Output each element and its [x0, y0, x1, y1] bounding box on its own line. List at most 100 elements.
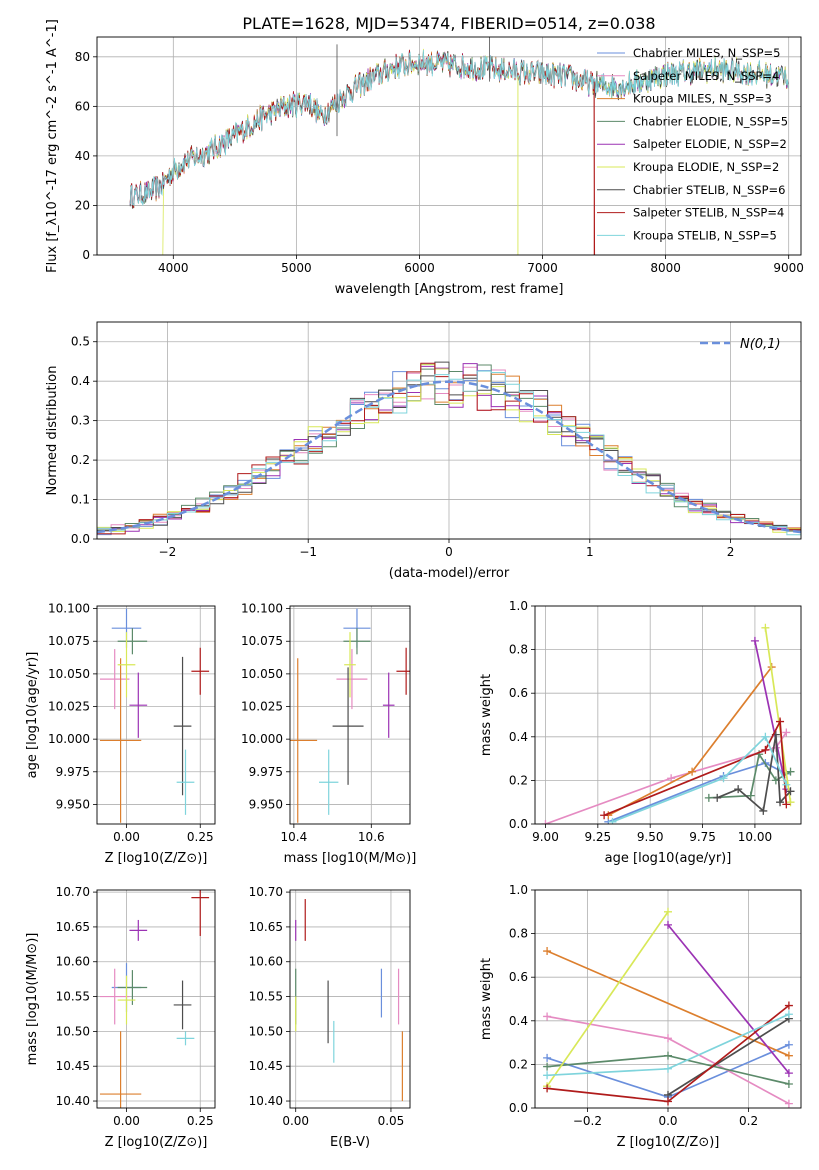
weight-marker-kroupa_stelib: [719, 774, 728, 783]
y-tick-label: 60: [75, 99, 90, 113]
panel-residual-histogram: −2 −1 0 1 2 0.0 0.1 0.2 0.3 0.4 0.5 (data-model)/er…: [45, 321, 802, 581]
legend-label: N(0,1): [740, 337, 781, 352]
panel-mass-vs-ebv: 0.00 0.05 10.40 10.45 10.50 10.55 10.60 10.65 10…: [249, 885, 411, 1150]
x-tick-label: 9.75: [689, 830, 716, 844]
weight-marker-kroupa_miles: [688, 767, 697, 776]
x-tick-label: 0.0: [658, 1114, 677, 1128]
legend-label: Chabrier STELIB, N_SSP=6: [633, 183, 785, 197]
x-tick-label: 0.00: [113, 1114, 140, 1128]
weight-marker-chabrier_stelib: [713, 793, 722, 802]
weight-marker-salpeter_miles: [543, 1012, 552, 1021]
weight-marker-kroupa_elodie: [786, 798, 795, 807]
x-axis-label: mass [log10(M/M⊙)]: [284, 851, 417, 866]
plot-area: [541, 623, 795, 824]
plot-area: [99, 608, 210, 823]
x-tick-label: 10.6: [358, 830, 385, 844]
y-tick-label: 9.975: [249, 765, 283, 779]
y-axis-label: age [log10(age/yr)]: [25, 652, 40, 779]
weight-marker-kroupa_stelib: [782, 780, 791, 789]
y-tick-label: 0.0: [509, 817, 528, 831]
y-tick-label: 0.5: [71, 335, 90, 349]
weight-marker-chabrier_elodie: [784, 1080, 793, 1089]
x-tick-label: 0: [445, 545, 453, 559]
weight-line-salpeter_miles: [545, 731, 788, 824]
weight-marker-kroupa_stelib: [664, 1064, 672, 1073]
y-tick-label: 10.55: [56, 990, 90, 1004]
y-tick-label: 0.2: [71, 453, 90, 467]
x-tick-label: 9.25: [584, 830, 611, 844]
y-tick-label: 10.075: [241, 634, 283, 648]
weight-line-kroupa_elodie: [546, 911, 669, 1087]
x-tick-label: −1: [299, 545, 317, 559]
weight-marker-salpeter_elodie: [664, 920, 672, 929]
axes-frame: [534, 605, 802, 825]
y-tick-label: 10.000: [48, 732, 90, 746]
axes-frame: [96, 321, 802, 540]
y-tick-label: 10.45: [249, 1059, 283, 1073]
axes-frame: [96, 889, 216, 1109]
weight-marker-salpeter_elodie: [750, 636, 759, 645]
weight-marker-chabrier_stelib: [734, 785, 743, 794]
y-tick-label: 0.8: [509, 643, 528, 657]
legend-label: Chabrier MILES, N_SSP=5: [633, 46, 780, 60]
weight-marker-salpeter_stelib: [776, 717, 785, 726]
legend-label: Chabrier ELODIE, N_SSP=5: [633, 114, 788, 128]
x-tick-label: 9000: [773, 261, 804, 275]
figure-title: PLATE=1628, MJD=53474, FIBERID=0514, z=0…: [242, 14, 655, 33]
x-tick-label: 0.00: [282, 1114, 309, 1128]
x-axis-label: Z [log10(Z/Z⊙)]: [617, 1135, 720, 1150]
x-axis-label: wavelength [Angstrom, rest frame]: [335, 282, 564, 297]
weight-marker-salpeter_stelib: [784, 1001, 793, 1010]
weight-marker-kroupa_elodie: [761, 623, 770, 632]
x-axis-label: Z [log10(Z/Z⊙)]: [105, 1135, 208, 1150]
y-tick-label: 0.2: [509, 1057, 528, 1071]
y-axis-label: mass [log10(M/M⊙)]: [25, 933, 40, 1066]
weight-marker-salpeter_stelib: [600, 811, 609, 820]
x-tick-label: 10.4: [281, 830, 308, 844]
y-tick-label: 10.050: [241, 667, 283, 681]
y-tick-label: 10.50: [56, 1024, 90, 1038]
panel-mass-weight-vs-age: 9.00 9.25 9.50 9.75 10.00 0.0 0.2 0.4 0.6 0.8 1.0 a…: [479, 599, 802, 866]
plot-area: [97, 361, 801, 536]
weight-line-chabrier_miles: [607, 762, 787, 823]
x-tick-label: 0.05: [378, 1114, 405, 1128]
weight-line-kroupa_elodie: [764, 627, 792, 803]
x-tick-label: 2: [727, 545, 735, 559]
x-tick-label: 8000: [650, 261, 681, 275]
x-tick-label: 1: [586, 545, 594, 559]
weight-marker-chabrier_stelib: [786, 787, 795, 796]
weight-marker-chabrier_elodie: [746, 791, 755, 800]
weight-marker-salpeter_miles: [541, 820, 550, 824]
weight-marker-salpeter_stelib: [761, 745, 770, 754]
weight-marker-kroupa_miles: [543, 947, 552, 956]
legend-label: Kroupa ELODIE, N_SSP=2: [633, 160, 779, 174]
y-tick-label: 10.50: [249, 1024, 283, 1038]
y-tick-label: 10.050: [48, 667, 90, 681]
weight-marker-kroupa_stelib: [784, 1010, 793, 1019]
y-tick-label: 10.000: [241, 732, 283, 746]
x-tick-label: 0.00: [113, 830, 140, 844]
y-tick-label: 9.975: [56, 765, 90, 779]
weight-marker-salpeter_stelib: [664, 1097, 672, 1106]
y-tick-label: 10.70: [56, 885, 90, 899]
x-axis-label: Z [log10(Z/Z⊙)]: [105, 851, 208, 866]
y-axis-label: mass weight: [479, 958, 494, 1040]
x-tick-label: 0.25: [187, 1114, 214, 1128]
y-tick-label: 0: [82, 248, 90, 262]
x-tick-label: 0.25: [187, 830, 214, 844]
plot-area: [290, 608, 410, 823]
y-tick-label: 0.4: [71, 374, 90, 388]
weight-line-chabrier_stelib: [716, 734, 792, 813]
weight-marker-chabrier_elodie: [664, 1051, 672, 1060]
y-tick-label: 40: [75, 149, 90, 163]
axes-frame: [289, 889, 411, 1109]
x-tick-label: −0.2: [573, 1114, 602, 1128]
plot-area: [99, 890, 210, 1108]
weight-marker-salpeter_elodie: [784, 1069, 793, 1078]
weight-line-chabrier_stelib: [667, 1017, 790, 1096]
axes-frame: [534, 889, 802, 1109]
y-tick-label: 0.4: [509, 1014, 528, 1028]
y-tick-label: 10.55: [249, 990, 283, 1004]
weight-marker-kroupa_elodie: [664, 907, 672, 916]
plot-area: [295, 899, 403, 1102]
